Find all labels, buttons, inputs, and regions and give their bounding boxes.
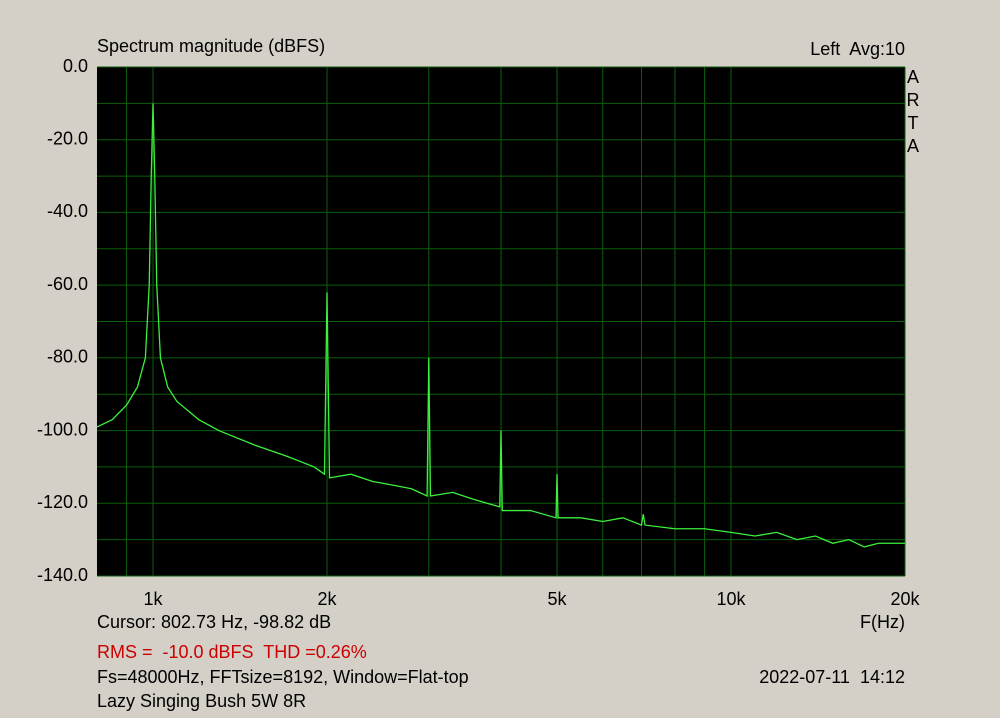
y-tick-label: -60.0 [47,274,88,294]
x-tick-label: 1k [144,589,164,609]
x-tick-label: 2k [317,589,337,609]
channel-label: Left Avg:10 [810,39,905,59]
x-axis-label: F(Hz) [860,612,905,632]
spectrum-line [96,103,905,548]
chart-title: Spectrum magnitude (dBFS) [97,36,325,56]
device: Lazy Singing Bush 5W 8R [97,691,306,711]
y-tick-label: -40.0 [47,201,88,221]
y-tick-label: -20.0 [47,128,88,148]
settings: Fs=48000Hz, FFTsize=8192, Window=Flat-to… [97,667,469,687]
y-tick-label: -140.0 [37,565,88,585]
y-tick-label: -120.0 [37,492,88,512]
watermark: ARTA [906,67,920,156]
x-tick-label: 20k [890,589,920,609]
y-tick-label: 0.0 [63,56,88,76]
stats: RMS = -10.0 dBFS THD =0.26% [97,642,367,662]
timestamp: 2022-07-11 14:12 [759,667,905,687]
x-tick-label: 5k [548,589,568,609]
y-tick-label: -80.0 [47,347,88,367]
cursor-readout: Cursor: 802.73 Hz, -98.82 dB [97,612,331,632]
x-tick-label: 10k [716,589,746,609]
y-tick-label: -100.0 [37,419,88,439]
